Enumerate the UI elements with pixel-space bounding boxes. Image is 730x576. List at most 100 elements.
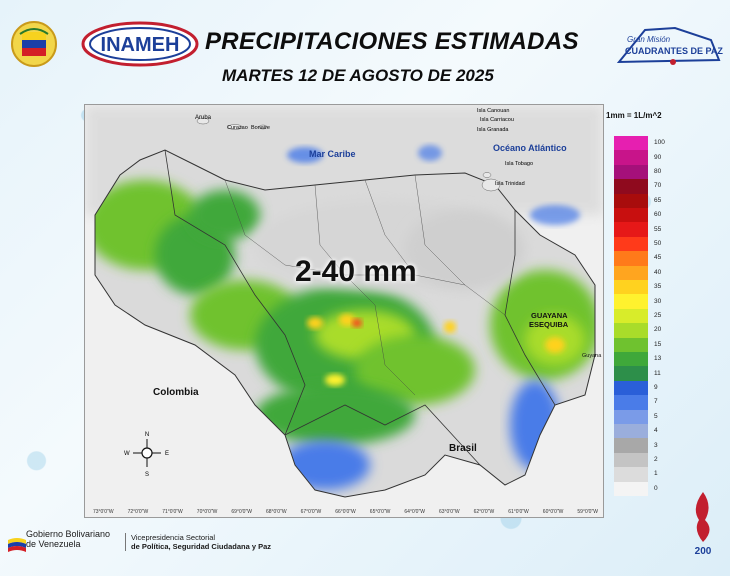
label-curacao: Curazao: [227, 125, 248, 131]
legend-item: 60: [614, 208, 694, 223]
legend-value: 35: [654, 283, 662, 291]
legend-value: 15: [654, 340, 662, 348]
gmcp-line1: Gran Misión: [627, 35, 671, 44]
legend-item: 40: [614, 265, 694, 280]
legend-item: 45: [614, 251, 694, 266]
legend-item: 0: [614, 481, 694, 496]
precipitation-map: 12°0'0"N11°0'0"N10°0'0"N9°0'0"N8°0'0"N7°…: [84, 104, 604, 518]
vicepresidency-text: Vicepresidencia Sectorial de Política, S…: [125, 533, 271, 551]
gran-mision-cuadrantes-logo: Gran Misión CUADRANTES DE PAZ: [616, 26, 723, 65]
legend-swatch: [614, 366, 648, 381]
legend-value: 40: [654, 268, 662, 276]
legend-item: 3: [614, 438, 694, 453]
vice-line1: Vicepresidencia Sectorial: [131, 533, 216, 542]
lon-tick-label: 72°0'0"W: [128, 509, 149, 515]
legend-value: 0: [654, 484, 658, 492]
label-granada: Isla Granada: [477, 127, 509, 133]
label-aruba: Aruba: [195, 115, 212, 121]
label-tobago: Isla Tobago: [505, 161, 534, 167]
legend-swatch: [614, 323, 648, 338]
legend-swatch: [614, 280, 648, 295]
legend-value: 65: [654, 196, 662, 204]
legend-swatch: [614, 380, 648, 396]
lon-tick-label: 60°0'0"W: [543, 509, 564, 515]
lon-tick-label: 70°0'0"W: [197, 509, 218, 515]
label-oceano-atlantico: Océano Atlántico: [493, 143, 567, 153]
legend-item: 35: [614, 280, 694, 295]
legend-value: 3: [654, 441, 658, 449]
lon-tick-label: 63°0'0"W: [439, 509, 460, 515]
legend-swatch: [614, 481, 648, 496]
legend-title: 1mm = 1L/m^2: [606, 111, 662, 120]
legend-item: 4: [614, 424, 694, 439]
bicentenary-text: 200: [695, 546, 712, 557]
legend-value: 60: [654, 211, 662, 219]
state-borders: [224, 174, 506, 396]
label-brasil: Brasil: [449, 443, 477, 454]
legend-value: 4: [654, 427, 658, 435]
legend-swatch: [614, 208, 648, 223]
legend-swatch: [614, 164, 648, 180]
lon-tick-label: 59°0'0"W: [577, 509, 598, 515]
gov-line1: Gobierno Bolivariano: [26, 529, 111, 539]
inameh-logo: INAMEH: [81, 21, 199, 67]
legend-swatch: [614, 409, 648, 424]
legend-item: 50: [614, 236, 694, 252]
vice-line2: de Política, Seguridad Ciudadana y Paz: [131, 542, 272, 551]
lon-tick-label: 61°0'0"W: [508, 509, 529, 515]
legend-swatch: [614, 222, 648, 237]
legend-value: 11: [654, 369, 661, 377]
legend-swatch: [614, 236, 648, 252]
brasil-border: [284, 404, 481, 466]
legend-swatch: [614, 150, 648, 165]
lon-tick-label: 66°0'0"W: [335, 509, 356, 515]
legend-item: 80: [614, 164, 694, 180]
label-guayana: GUAYANA: [531, 311, 568, 320]
label-esequiba: ESEQUIBA: [529, 320, 569, 329]
gov-line2: de Venezuela: [26, 539, 81, 549]
page-title: PRECIPITACIONES ESTIMADAS: [205, 28, 579, 55]
legend-item: 20: [614, 323, 694, 338]
lon-tick-label: 65°0'0"W: [370, 509, 391, 515]
lon-tick-label: 67°0'0"W: [301, 509, 322, 515]
legend-value: 50: [654, 239, 662, 247]
gov-logo-text: Gobierno Bolivariano de Venezuela: [26, 529, 110, 549]
legend-item: 2: [614, 452, 694, 468]
legend-value: 30: [654, 297, 662, 305]
label-mar-caribe: Mar Caribe: [309, 149, 356, 159]
legend-item: 9: [614, 380, 694, 396]
legend-item: 11: [614, 366, 694, 381]
legend-swatch: [614, 179, 648, 194]
forecast-date: MARTES 12 DE AGOSTO DE 2025: [222, 66, 494, 85]
legend-swatch: [614, 438, 648, 453]
label-carriacou: Isla Carriacou: [480, 117, 514, 123]
legend-swatch: [614, 251, 648, 266]
label-bonaire: Bonaire: [251, 125, 270, 131]
legend-value: 55: [654, 225, 662, 233]
compass-w: W: [124, 451, 130, 457]
longitude-ticks: 73°0'0"W 72°0'0"W 71°0'0"W 70°0'0"W 69°0'0"W…: [93, 509, 598, 515]
islands: [196, 117, 501, 192]
legend-item: 5: [614, 409, 694, 424]
legend-value: 45: [654, 254, 662, 262]
legend-value: 80: [654, 167, 662, 175]
legend-value: 100: [654, 139, 665, 147]
precipitation-range-label: 2-40 mm: [295, 255, 417, 288]
lon-tick-label: 68°0'0"W: [266, 509, 287, 515]
lon-tick-label: 69°0'0"W: [231, 509, 252, 515]
legend-item: 100: [614, 136, 694, 151]
legend-value: 1: [654, 470, 658, 478]
legend-item: 55: [614, 222, 694, 237]
compass-n: N: [145, 432, 149, 438]
lon-tick-label: 73°0'0"W: [93, 509, 114, 515]
legend-swatch: [614, 467, 648, 482]
legend-swatch: [614, 452, 648, 468]
legend-item: 70: [614, 179, 694, 194]
legend-item: 65: [614, 193, 694, 208]
inameh-logo-text: INAMEH: [101, 34, 180, 56]
legend-value: 9: [654, 383, 658, 391]
legend-item: 1: [614, 467, 694, 482]
bicentenary-logo: 200: [695, 492, 712, 557]
legend-value: 13: [654, 355, 662, 363]
label-colombia: Colombia: [153, 387, 199, 398]
